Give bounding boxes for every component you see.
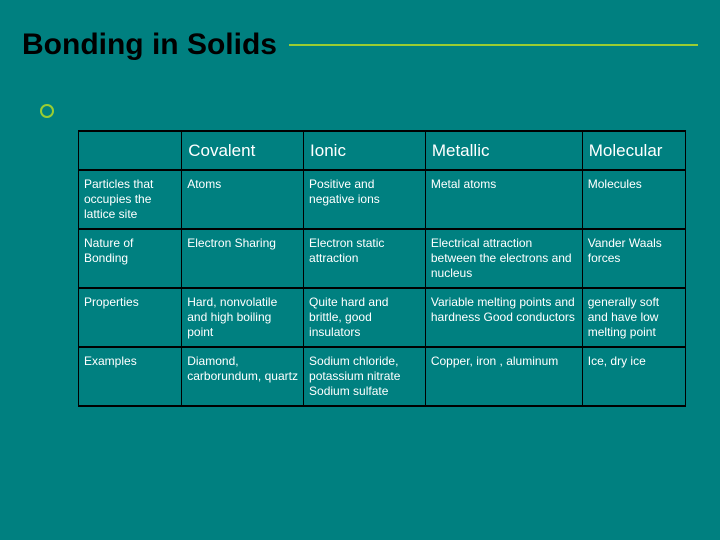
bullet-icon: [40, 104, 54, 118]
cell: Ice, dry ice: [582, 347, 685, 406]
cell: Variable melting points and hardness Goo…: [425, 288, 582, 347]
cell: Hard, nonvolatile and high boiling point: [182, 288, 304, 347]
table-row: Examples Diamond, carborundum, quartz So…: [79, 347, 686, 406]
cell: generally soft and have low melting poin…: [582, 288, 685, 347]
bonding-table: Covalent Ionic Metallic Molecular Partic…: [78, 130, 686, 407]
cell: Molecules: [582, 170, 685, 229]
row-label: Examples: [79, 347, 182, 406]
cell: Quite hard and brittle, good insulators: [304, 288, 426, 347]
row-label: Nature of Bonding: [79, 229, 182, 288]
cell: Vander Waals forces: [582, 229, 685, 288]
cell: Electron static attraction: [304, 229, 426, 288]
col-header-covalent: Covalent: [182, 131, 304, 170]
col-header-molecular: Molecular: [582, 131, 685, 170]
col-header-blank: [79, 131, 182, 170]
cell: Electron Sharing: [182, 229, 304, 288]
title-underline: [289, 44, 698, 46]
row-label: Properties: [79, 288, 182, 347]
title-bar: Bonding in Solids: [22, 28, 698, 62]
col-header-metallic: Metallic: [425, 131, 582, 170]
cell: Copper, iron , aluminum: [425, 347, 582, 406]
bonding-table-wrap: Covalent Ionic Metallic Molecular Partic…: [78, 130, 686, 407]
table-header-row: Covalent Ionic Metallic Molecular: [79, 131, 686, 170]
cell: Positive and negative ions: [304, 170, 426, 229]
table-row: Particles that occupies the lattice site…: [79, 170, 686, 229]
cell: Metal atoms: [425, 170, 582, 229]
row-label: Particles that occupies the lattice site: [79, 170, 182, 229]
cell: Electrical attraction between the electr…: [425, 229, 582, 288]
table-row: Nature of Bonding Electron Sharing Elect…: [79, 229, 686, 288]
cell: Sodium chloride, potassium nitrate Sodiu…: [304, 347, 426, 406]
cell: Diamond, carborundum, quartz: [182, 347, 304, 406]
col-header-ionic: Ionic: [304, 131, 426, 170]
page-title: Bonding in Solids: [22, 28, 277, 62]
table-row: Properties Hard, nonvolatile and high bo…: [79, 288, 686, 347]
cell: Atoms: [182, 170, 304, 229]
